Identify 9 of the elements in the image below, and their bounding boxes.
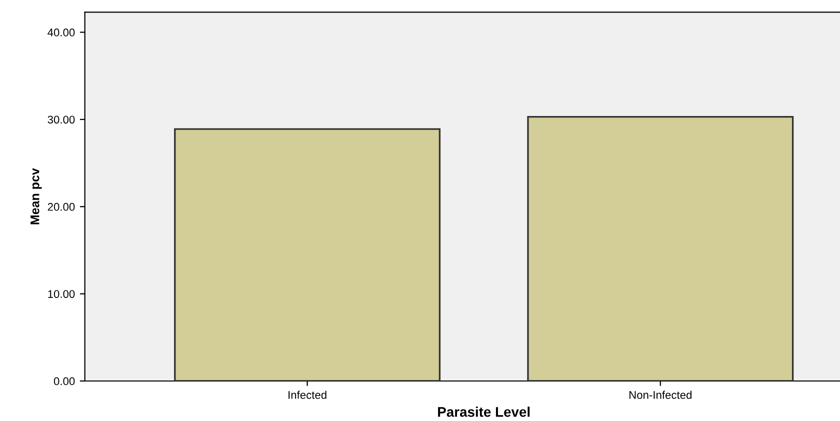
x-tick-label: Infected xyxy=(288,390,326,399)
y-tick-label: 40.00 xyxy=(48,28,75,36)
y-tick-label: 30.00 xyxy=(48,116,75,124)
x-tick-label: Non-Infected xyxy=(629,390,692,399)
y-axis-title: Mean pcv xyxy=(30,168,42,224)
y-tick-label: 10.00 xyxy=(48,290,75,298)
y-tick-label: 20.00 xyxy=(48,202,75,211)
y-tick-label: 0.00 xyxy=(54,377,75,386)
x-axis-title: Parasite Level xyxy=(438,406,530,417)
